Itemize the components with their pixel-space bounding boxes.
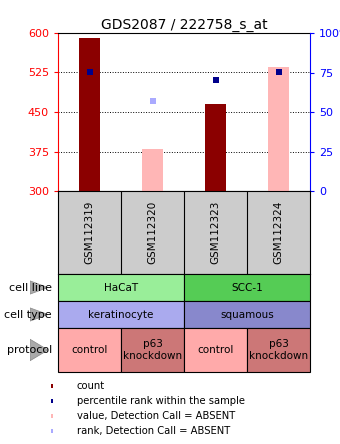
Text: count: count bbox=[77, 381, 105, 391]
Bar bbox=[58, 301, 184, 328]
Text: p63
knockdown: p63 knockdown bbox=[123, 339, 182, 361]
Text: keratinocyte: keratinocyte bbox=[88, 309, 154, 320]
Bar bbox=[51, 385, 53, 388]
Text: GSM112319: GSM112319 bbox=[85, 201, 95, 264]
Text: GSM112324: GSM112324 bbox=[273, 201, 284, 264]
Polygon shape bbox=[30, 308, 48, 321]
Bar bbox=[184, 274, 310, 301]
Bar bbox=[51, 429, 53, 433]
Bar bbox=[121, 328, 184, 372]
Text: value, Detection Call = ABSENT: value, Detection Call = ABSENT bbox=[77, 411, 235, 421]
Text: percentile rank within the sample: percentile rank within the sample bbox=[77, 396, 245, 406]
Text: protocol: protocol bbox=[7, 345, 52, 355]
Bar bbox=[184, 328, 247, 372]
Bar bbox=[205, 104, 225, 191]
Text: SCC-1: SCC-1 bbox=[231, 282, 263, 293]
Bar bbox=[51, 399, 53, 403]
Text: cell type: cell type bbox=[4, 309, 52, 320]
Bar bbox=[268, 67, 289, 191]
Text: control: control bbox=[197, 345, 234, 355]
Text: squamous: squamous bbox=[220, 309, 274, 320]
Bar bbox=[184, 301, 310, 328]
Text: GSM112323: GSM112323 bbox=[210, 201, 221, 264]
Text: GSM112320: GSM112320 bbox=[148, 201, 157, 264]
Bar bbox=[58, 328, 121, 372]
Text: rank, Detection Call = ABSENT: rank, Detection Call = ABSENT bbox=[77, 426, 230, 436]
Text: control: control bbox=[71, 345, 108, 355]
Title: GDS2087 / 222758_s_at: GDS2087 / 222758_s_at bbox=[101, 18, 267, 32]
Bar bbox=[51, 414, 53, 418]
Polygon shape bbox=[30, 281, 48, 294]
Text: HaCaT: HaCaT bbox=[104, 282, 138, 293]
Bar bbox=[80, 38, 100, 191]
Bar bbox=[247, 328, 310, 372]
Bar bbox=[58, 274, 184, 301]
Text: p63
knockdown: p63 knockdown bbox=[249, 339, 308, 361]
Text: cell line: cell line bbox=[9, 282, 52, 293]
Polygon shape bbox=[30, 339, 48, 361]
Bar bbox=[142, 149, 163, 191]
